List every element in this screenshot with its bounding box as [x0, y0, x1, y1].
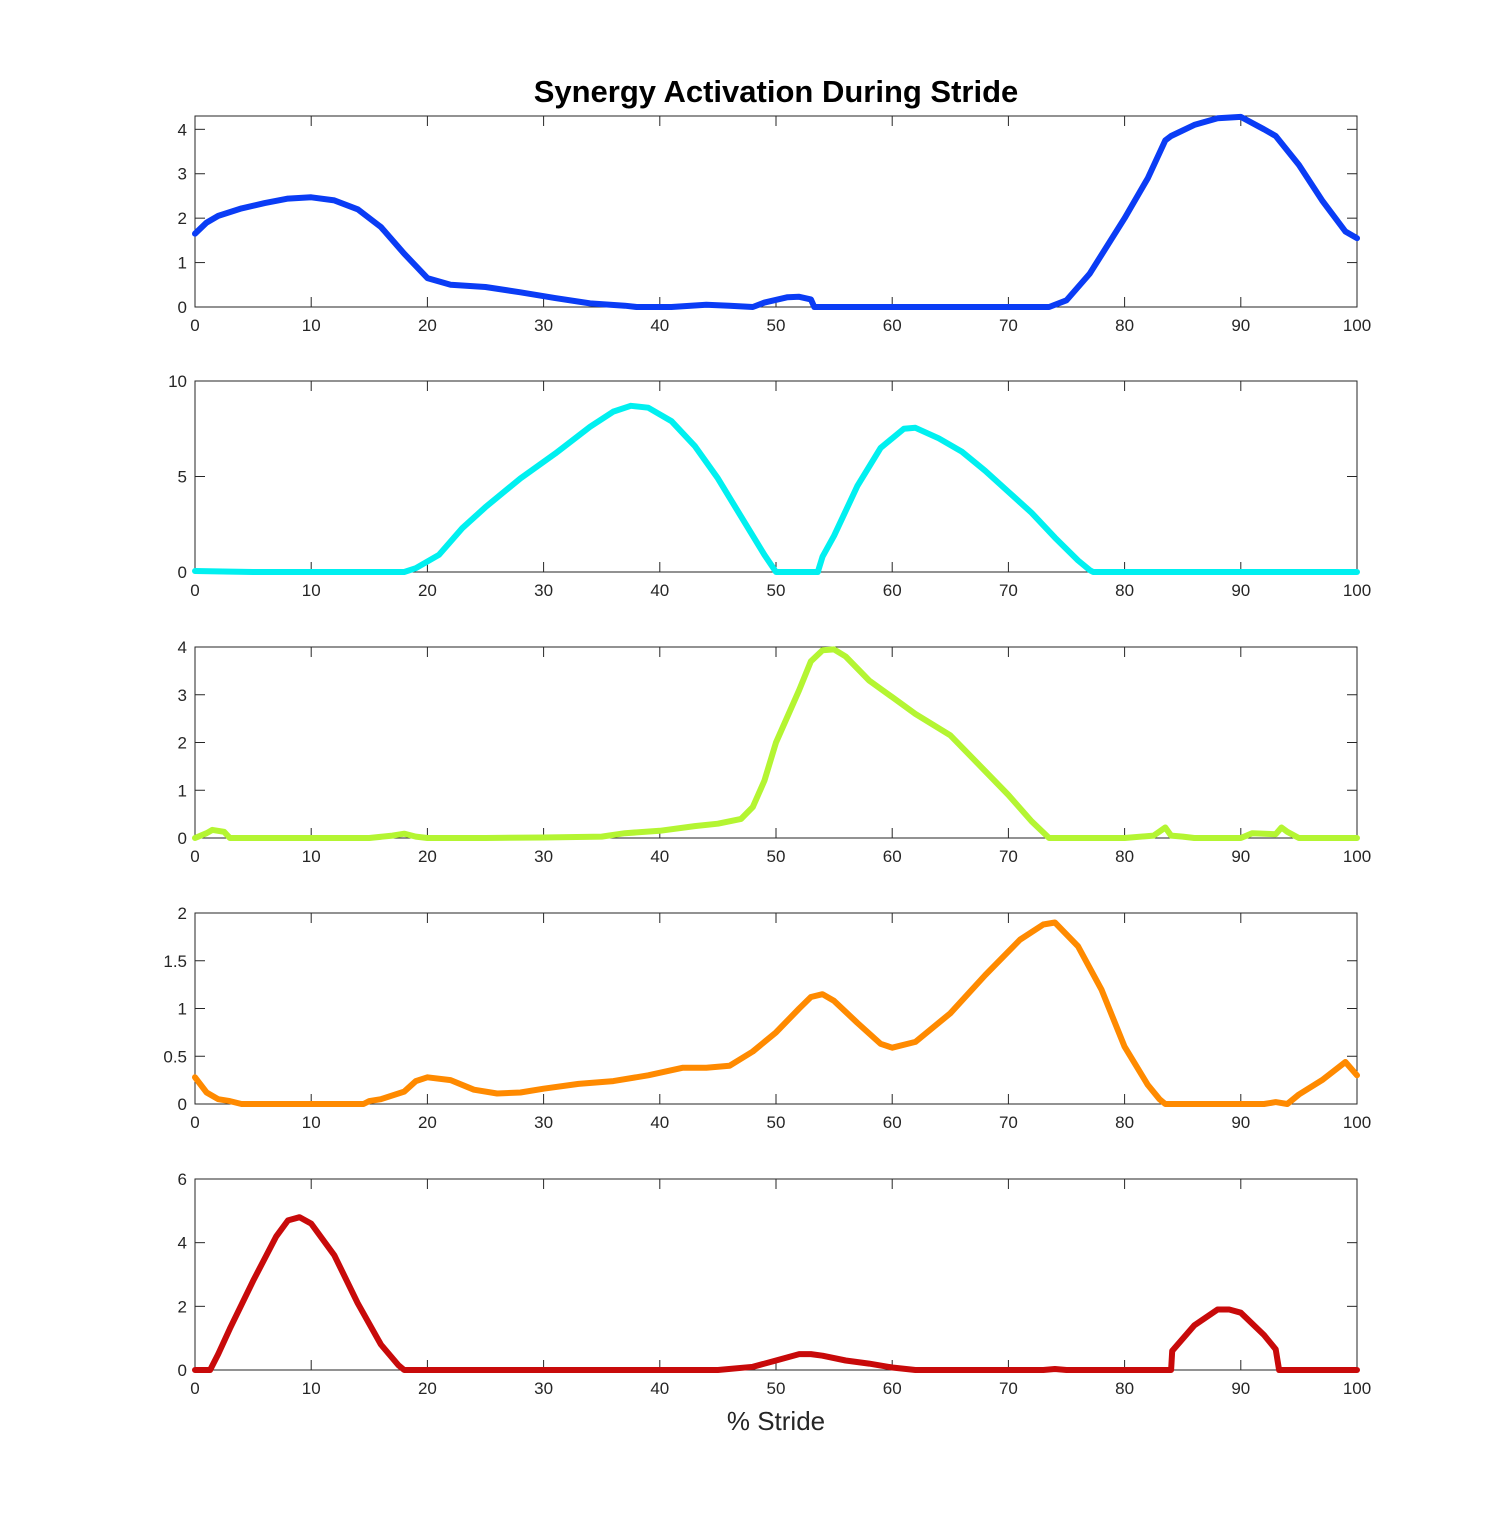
synergy-line-2: [192, 402, 1360, 575]
x-tick-label: 60: [883, 847, 902, 866]
y-tick-label: 1: [178, 254, 187, 273]
x-tick-label: 30: [534, 1113, 553, 1132]
x-tick-label: 80: [1115, 1113, 1134, 1132]
x-axis-label: % Stride: [727, 1406, 825, 1436]
y-tick-label: 1: [178, 781, 187, 800]
x-tick-label: 20: [418, 847, 437, 866]
subplot-3: 0 10 20 30 40 50 60 70 80 90 100 0 1 2 3 4: [178, 638, 1372, 866]
x-tick-label: 0: [190, 847, 199, 866]
x-tick-label: 50: [767, 1113, 786, 1132]
y-tick-label: 0: [178, 298, 187, 317]
y-tick-label: 6: [178, 1170, 187, 1189]
x-tick-label: 70: [999, 1113, 1018, 1132]
y-tick-label: 4: [178, 638, 187, 657]
x-tick-label: 10: [302, 581, 321, 600]
x-tick-label: 50: [767, 316, 786, 335]
y-tick-label: 0: [178, 1095, 187, 1114]
axes-box: [194, 115, 1358, 308]
y-tick-label: 3: [178, 686, 187, 705]
y-tick-label: 1.5: [163, 952, 187, 971]
y-tick-label: 10: [168, 372, 187, 391]
x-tick-label: 90: [1231, 316, 1250, 335]
y-tick-label: 3: [178, 165, 187, 184]
x-tick-label: 20: [418, 316, 437, 335]
x-tick-label: 100: [1343, 316, 1371, 335]
x-tick-label: 20: [418, 581, 437, 600]
y-tick-label: 0: [178, 829, 187, 848]
x-tick-label: 100: [1343, 1113, 1371, 1132]
x-tick-label: 10: [302, 316, 321, 335]
subplot-1: 0 10 20 30 40 50 60 70 80 90 100 0 1 2 3 4: [178, 113, 1371, 335]
axes-box: [194, 1178, 1358, 1371]
x-tick-label: 60: [883, 581, 902, 600]
subplot-4: 0 10 20 30 40 50 60 70 80 90 100 0 0.5 1 1.5 2: [163, 904, 1371, 1132]
y-tick-label: 2: [178, 209, 187, 228]
x-tick-label: 0: [190, 581, 199, 600]
synergy-line-5: [192, 1214, 1360, 1373]
x-tick-label: 20: [418, 1113, 437, 1132]
x-tick-label: 10: [302, 847, 321, 866]
chart-title: Synergy Activation During Stride: [534, 74, 1019, 109]
axes-box: [194, 380, 1358, 573]
x-tick-label: 90: [1231, 1379, 1250, 1398]
y-tick-label: 5: [178, 468, 187, 487]
x-tick-label: 20: [418, 1379, 437, 1398]
x-tick-label: 60: [883, 1379, 902, 1398]
x-tick-label: 100: [1343, 1379, 1371, 1398]
x-tick-label: 90: [1231, 1113, 1250, 1132]
x-tick-label: 10: [302, 1113, 321, 1132]
x-tick-label: 30: [534, 581, 553, 600]
x-tick-label: 50: [767, 1379, 786, 1398]
x-tick-label: 80: [1115, 1379, 1134, 1398]
x-tick-label: 30: [534, 1379, 553, 1398]
x-tick-label: 70: [999, 316, 1018, 335]
x-tick-label: 50: [767, 581, 786, 600]
x-tick-label: 40: [650, 847, 669, 866]
x-tick-label: 40: [650, 316, 669, 335]
x-tick-label: 60: [883, 316, 902, 335]
x-tick-label: 40: [650, 1113, 669, 1132]
x-tick-label: 0: [190, 1113, 199, 1132]
y-tick-label: 4: [178, 1234, 187, 1253]
y-tick-label: 2: [178, 904, 187, 923]
x-tick-label: 30: [534, 316, 553, 335]
y-tick-label: 4: [178, 120, 187, 139]
y-tick-label: 0: [178, 563, 187, 582]
synergy-line-3: [192, 646, 1360, 841]
axes-box: [194, 912, 1358, 1105]
x-tick-label: 100: [1343, 847, 1371, 866]
x-tick-label: 90: [1231, 581, 1250, 600]
x-tick-label: 50: [767, 847, 786, 866]
synergy-line-1: [192, 113, 1360, 310]
x-tick-label: 70: [999, 1379, 1018, 1398]
x-tick-label: 100: [1343, 581, 1371, 600]
x-tick-label: 90: [1231, 847, 1250, 866]
x-tick-label: 0: [190, 316, 199, 335]
subplot-5: 0 10 20 30 40 50 60 70 80 90 100 0 2 4 6: [178, 1170, 1372, 1398]
y-tick-label: 1: [178, 1000, 187, 1019]
y-tick-label: 0: [178, 1361, 187, 1380]
x-tick-label: 80: [1115, 316, 1134, 335]
y-tick-label: 0.5: [163, 1047, 187, 1066]
x-tick-label: 10: [302, 1379, 321, 1398]
x-tick-label: 0: [190, 1379, 199, 1398]
synergy-line-4: [192, 919, 1360, 1107]
subplot-2: 0 10 20 30 40 50 60 70 80 90 100 0 5 10: [168, 372, 1371, 600]
x-tick-label: 30: [534, 847, 553, 866]
x-tick-label: 60: [883, 1113, 902, 1132]
x-tick-label: 70: [999, 581, 1018, 600]
y-tick-label: 2: [178, 1297, 187, 1316]
x-tick-label: 40: [650, 581, 669, 600]
x-tick-label: 40: [650, 1379, 669, 1398]
x-tick-label: 80: [1115, 581, 1134, 600]
x-tick-label: 70: [999, 847, 1018, 866]
y-tick-label: 2: [178, 734, 187, 753]
x-tick-label: 80: [1115, 847, 1134, 866]
